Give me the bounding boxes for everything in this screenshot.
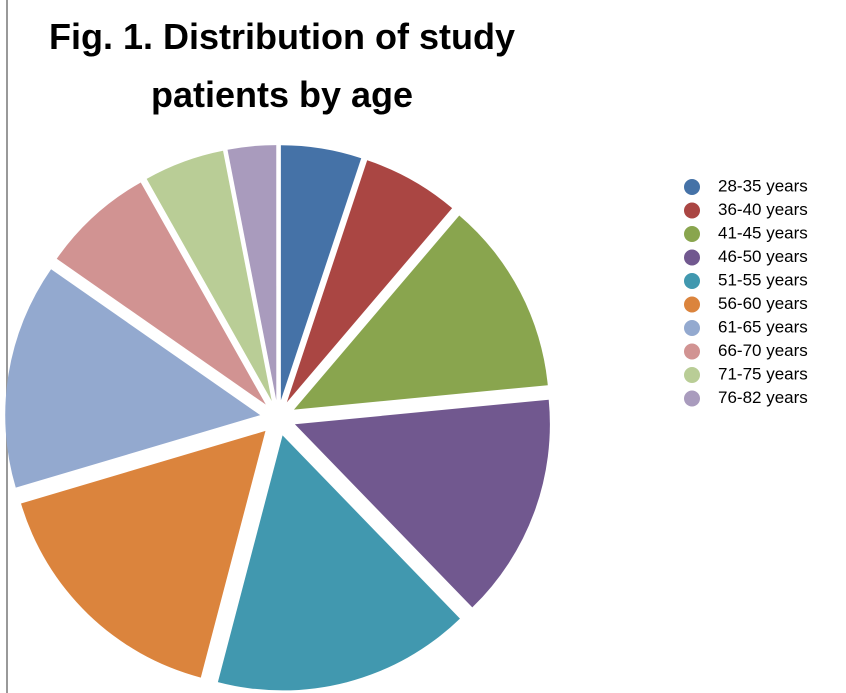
pie-slice: [286, 160, 453, 403]
legend-label: 51-55 years: [718, 270, 808, 289]
legend-marker: [684, 273, 700, 289]
pie-slice: [56, 182, 266, 405]
legend-label: 41-45 years: [718, 223, 808, 242]
pie-slice: [227, 145, 277, 401]
legend-label: 56-60 years: [718, 294, 808, 313]
legend-label: 76-82 years: [718, 388, 808, 407]
legend-marker: [684, 226, 700, 242]
legend-marker: [684, 179, 700, 195]
legend-label: 61-65 years: [718, 317, 808, 336]
legend-marker: [684, 367, 700, 383]
legend-label: 46-50 years: [718, 247, 808, 266]
pie-slice: [294, 399, 550, 608]
pie-slice: [5, 269, 261, 488]
pie-slice: [146, 150, 272, 402]
legend-label: 66-70 years: [718, 341, 808, 360]
pie-slice: [293, 215, 548, 410]
pie-slice: [217, 435, 460, 691]
legend-marker: [684, 390, 700, 407]
legend-label: 28-35 years: [718, 176, 808, 195]
legend-label: 71-75 years: [718, 364, 808, 383]
legend-marker: [684, 249, 700, 266]
legend-marker: [684, 343, 700, 360]
legend-marker: [684, 202, 700, 219]
legend-marker: [684, 296, 700, 313]
pie-slice: [280, 145, 362, 401]
legend-marker: [684, 320, 700, 336]
pie-slice: [21, 430, 266, 678]
chart-title: Fig. 1. Distribution of study patients b…: [49, 16, 515, 115]
legend-label: 36-40 years: [718, 200, 808, 219]
frame-border: [6, 0, 8, 693]
